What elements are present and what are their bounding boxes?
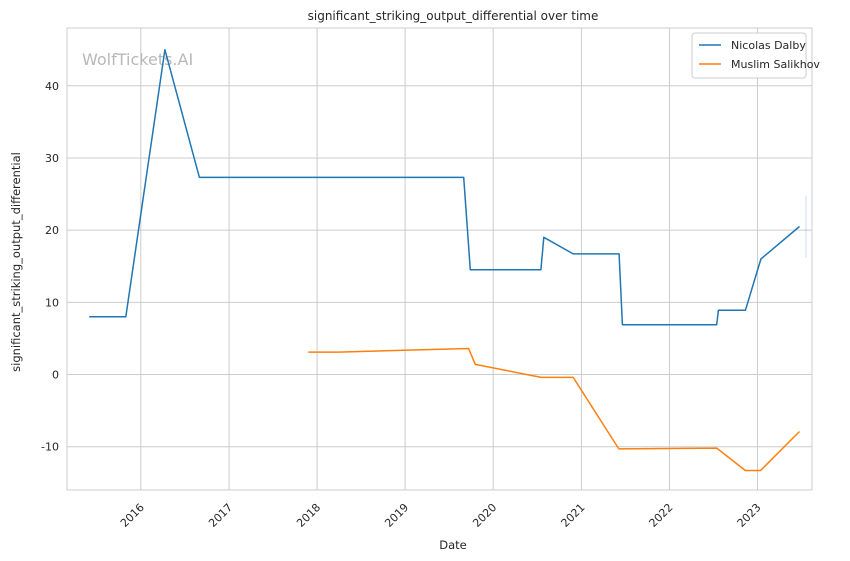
plot-background	[67, 28, 812, 490]
y-axis-title: significant_striking_output_differential	[9, 152, 23, 372]
watermark-text: WolfTickets.AI	[82, 50, 193, 69]
y-tick-label: 10	[45, 296, 59, 309]
y-tick-label: 0	[52, 369, 59, 382]
chart-title: significant_striking_output_differential…	[308, 9, 599, 23]
legend-label-2: Muslim Salikhov	[731, 58, 820, 71]
legend: Nicolas Dalby Muslim Salikhov	[691, 32, 820, 79]
plot-area: WolfTickets.AI	[66, 27, 813, 491]
series-line-2	[308, 347, 801, 472]
y-axis: -10 0 10 20 30 40	[41, 80, 59, 454]
y-tick-label: 40	[45, 80, 59, 93]
x-axis-title: Date	[439, 538, 467, 552]
y-tick-label: 20	[45, 224, 59, 237]
y-tick-label: -10	[41, 441, 59, 454]
grid-lines	[67, 28, 812, 490]
series-lines	[89, 48, 801, 472]
legend-label-1: Nicolas Dalby	[731, 39, 806, 52]
y-tick-label: 30	[45, 152, 59, 165]
series-line-1	[89, 48, 800, 326]
plot-frame	[66, 27, 813, 491]
